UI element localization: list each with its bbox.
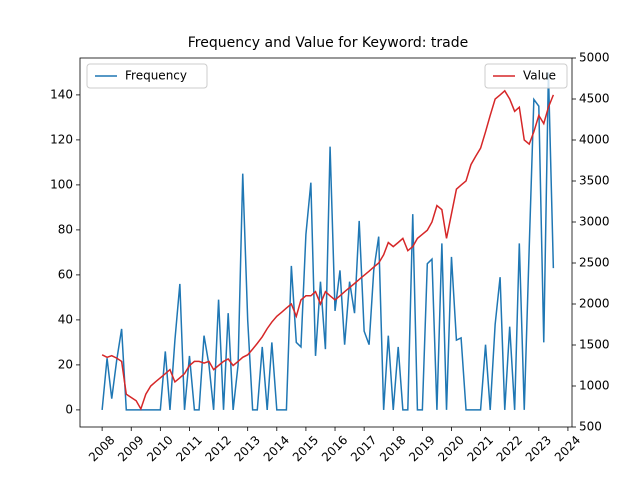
- y2-tick-label: 5000: [579, 51, 610, 65]
- y2-tick-label: 3000: [579, 215, 610, 229]
- series-line: [101, 89, 555, 411]
- y2-tick-label: 1000: [579, 379, 610, 393]
- y2-tick-label: 4000: [579, 133, 610, 147]
- legend-label: Value: [523, 69, 556, 83]
- plot-frame: [79, 57, 573, 428]
- legend-label: Frequency: [125, 69, 187, 83]
- y2-tick-label: 2000: [579, 297, 610, 311]
- legend-box: [86, 63, 208, 89]
- y-tick-label: 60: [58, 267, 73, 281]
- y2-tick-label: 3500: [579, 174, 610, 188]
- y-tick-label: 100: [50, 177, 73, 191]
- chart-title: Frequency and Value for Keyword: trade: [188, 35, 468, 51]
- y2-tick-label: 1500: [579, 338, 610, 352]
- y-tick-label: 120: [50, 132, 73, 146]
- legend-box: [484, 63, 568, 89]
- y2-tick-label: 4500: [579, 92, 610, 106]
- y-tick-label: 80: [58, 222, 73, 236]
- y2-tick-label: 2500: [579, 256, 610, 270]
- y-tick-label: 0: [65, 402, 73, 416]
- series-line: [101, 72, 555, 411]
- y-tick-label: 140: [50, 87, 73, 101]
- y2-tick-label: 500: [579, 420, 602, 434]
- y-tick-label: 20: [58, 357, 73, 371]
- y-tick-label: 40: [58, 312, 73, 326]
